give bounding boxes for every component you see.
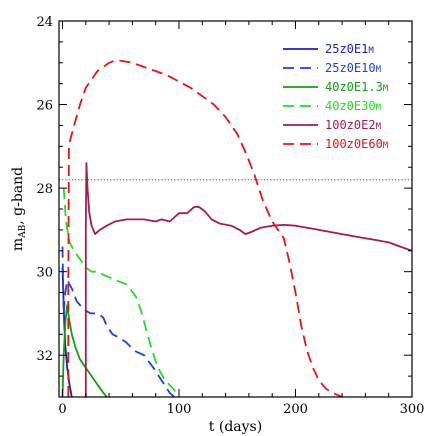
x-tick-label: 0 <box>58 402 66 417</box>
legend-item: 40z0E1.3M <box>283 80 389 94</box>
legend-item: 25z0E10M <box>283 61 382 75</box>
y-axis-label-main: m <box>10 238 26 251</box>
y-axis-label-rest: , g-band <box>10 167 26 225</box>
y-axis-label: mAB, g-band <box>10 167 28 251</box>
legend-label: 25z0E10M <box>325 61 382 75</box>
series-line-6 <box>67 59 343 397</box>
plot-frame <box>58 20 413 398</box>
series-line-1 <box>61 267 73 397</box>
y-axis-label-sub: AB <box>18 224 28 238</box>
legend-label: 100z0E60M <box>325 137 389 151</box>
legend-label: 40z0E30M <box>325 99 382 113</box>
series-layer <box>61 59 412 397</box>
legend-item: 100z0E2M <box>283 118 382 132</box>
y-tick-label: 32 <box>36 349 53 364</box>
legend-label: 25z0E1M <box>325 42 374 56</box>
x-tick-label: 300 <box>400 402 425 417</box>
tick-labels-layer: 0 100 200 300 24 26 28 30 32 <box>36 15 424 417</box>
legend-item: 25z0E1M <box>283 42 374 56</box>
y-tick-label: 24 <box>36 15 53 30</box>
legend-item: 100z0E60M <box>283 137 389 151</box>
y-tick-label: 28 <box>36 182 53 197</box>
x-axis-label: t (days) <box>209 419 262 435</box>
legend-item: 40z0E30M <box>283 99 382 113</box>
ticks-layer <box>59 20 413 398</box>
series-line-5 <box>84 162 412 397</box>
legend-label: 100z0E2M <box>325 118 382 132</box>
legend-label: 40z0E1.3M <box>325 80 389 94</box>
series-line-2 <box>61 246 175 397</box>
y-tick-label: 26 <box>36 99 53 114</box>
x-tick-label: 200 <box>283 402 308 417</box>
x-tick-label: 100 <box>167 402 192 417</box>
y-tick-label: 30 <box>36 266 53 281</box>
series-line-3 <box>61 304 108 397</box>
legend: 25z0E1M 25z0E10M 40z0E1.3M 40z0E30M 100z0E2M… <box>283 42 389 151</box>
